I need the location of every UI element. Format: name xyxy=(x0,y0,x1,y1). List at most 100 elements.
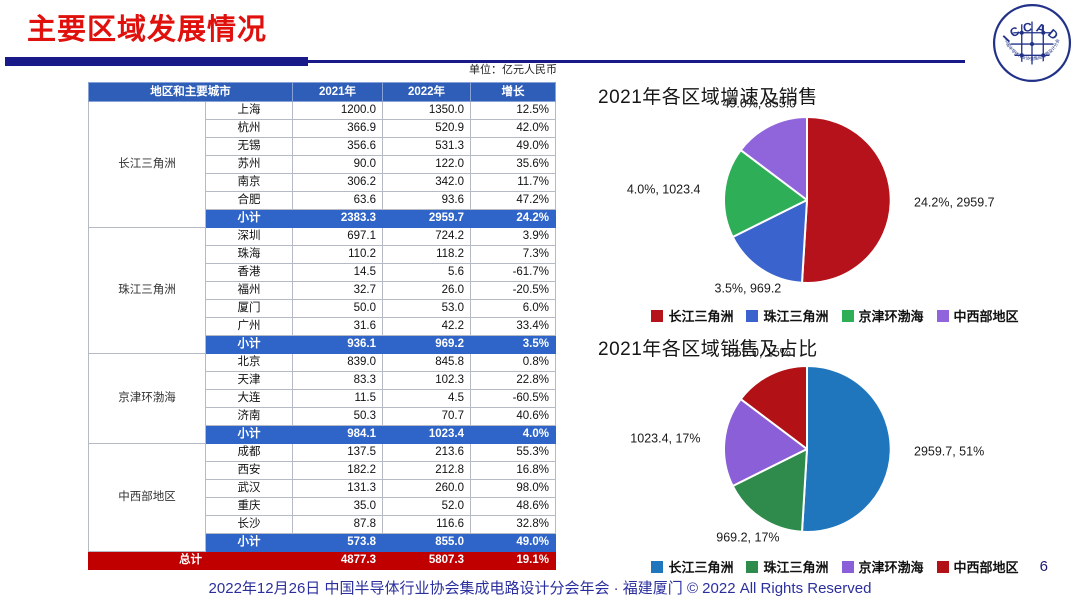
growth-cell: 3.9% xyxy=(470,227,556,246)
growth-cell: 16.8% xyxy=(470,461,556,480)
city-cell: 珠海 xyxy=(205,245,293,264)
growth-cell: -61.7% xyxy=(470,263,556,282)
subtotal-2022-cell: 1023.4 xyxy=(382,425,471,444)
legend-label: 中西部地区 xyxy=(953,309,1019,324)
value-2022-cell: 5.6 xyxy=(382,263,471,282)
pie-label-珠江三角洲: 969.2, 17% xyxy=(716,530,779,544)
pie-slice-京津环渤海 xyxy=(723,149,808,238)
value-2022-cell: 724.2 xyxy=(382,227,471,246)
total-label-cell: 总计 xyxy=(88,551,293,570)
table-row: 大连 11.5 4.5 -60.5% xyxy=(89,389,556,408)
logo-chip-dots xyxy=(1019,30,1046,58)
chart2-title: 2021年各区域销售及占比 xyxy=(598,339,818,360)
table-row: 京津环渤海 北京 839.0 845.8 0.8% xyxy=(88,353,556,444)
value-2022-cell: 118.2 xyxy=(382,245,471,264)
growth-cell: 35.6% xyxy=(470,155,556,174)
table-row: 珠江三角洲 深圳 697.1 724.2 3.9% xyxy=(88,227,556,354)
subtotal-row: 小计 984.1 1023.4 4.0% xyxy=(89,425,556,444)
city-cell: 长沙 xyxy=(205,515,293,534)
growth-cell: 55.3% xyxy=(470,443,556,462)
city-cell: 合肥 xyxy=(205,191,293,210)
table-row: 香港 14.5 5.6 -61.7% xyxy=(89,263,556,282)
pie-label-珠江三角洲: 3.5%, 969.2 xyxy=(715,281,782,295)
legend-swatch-icon xyxy=(651,560,664,573)
value-2022-cell: 342.0 xyxy=(382,173,471,192)
value-2021-cell: 63.6 xyxy=(292,191,383,210)
city-cell: 无锡 xyxy=(205,137,293,156)
region-cell: 长江三角洲 xyxy=(88,101,206,228)
table-row: 长沙 87.8 116.6 32.8% xyxy=(89,515,556,534)
legend-item-中西部地区: 中西部地区 xyxy=(936,306,1019,325)
subtotal-2022-cell: 2959.7 xyxy=(382,209,471,228)
subtotal-row: 小计 936.1 969.2 3.5% xyxy=(89,335,556,354)
value-2021-cell: 50.0 xyxy=(292,299,383,318)
value-2021-cell: 306.2 xyxy=(292,173,383,192)
value-2021-cell: 31.6 xyxy=(292,317,383,336)
subtotal-growth-cell: 24.2% xyxy=(470,209,556,228)
value-2022-cell: 845.8 xyxy=(382,353,471,372)
pie-slice-长江三角洲 xyxy=(801,115,892,284)
value-2022-cell: 260.0 xyxy=(382,479,471,498)
legend-item-长江三角洲: 长江三角洲 xyxy=(651,306,733,325)
city-cell: 武汉 xyxy=(205,479,293,498)
growth-cell: 47.2% xyxy=(470,191,556,210)
subtotal-2021-cell: 936.1 xyxy=(292,335,383,354)
city-cell: 厦门 xyxy=(205,299,293,318)
legend-label: 长江三角洲 xyxy=(668,309,734,324)
pie-chart-sales-share: 2959.7, 51% 969.2, 17% 1023.4, 17% 855.0, 1… xyxy=(630,348,984,544)
header-region-city: 地区和主要城市 xyxy=(88,82,293,102)
city-cell: 深圳 xyxy=(205,227,293,246)
value-2022-cell: 116.6 xyxy=(382,515,471,534)
unit-label: 单位：亿元人民币 xyxy=(469,64,557,76)
city-cell: 南京 xyxy=(205,173,293,192)
value-2022-cell: 4.5 xyxy=(382,389,471,408)
region-data-table: 地区和主要城市 2021年 2022年 增长 长江三角洲 上海 1200.0 1350.0 1… xyxy=(88,82,556,570)
legend-swatch-icon xyxy=(651,309,664,322)
legend-swatch-icon xyxy=(746,560,759,573)
legend-label: 珠江三角洲 xyxy=(763,309,829,324)
value-2021-cell: 366.9 xyxy=(292,119,383,138)
pie-slice-中西部地区 xyxy=(739,116,808,201)
city-cell: 杭州 xyxy=(205,119,293,138)
legend-item-京津环渤海: 京津环渤海 xyxy=(841,557,924,576)
growth-cell: 33.4% xyxy=(470,317,556,336)
value-2022-cell: 70.7 xyxy=(382,407,471,426)
city-cell: 大连 xyxy=(205,389,293,408)
value-2022-cell: 520.9 xyxy=(382,119,471,138)
chart1-title: 2021年各区域增速及销售 xyxy=(598,87,818,108)
total-2022-cell: 5807.3 xyxy=(382,551,471,570)
value-2021-cell: 50.3 xyxy=(292,407,383,426)
city-cell: 天津 xyxy=(205,371,293,390)
legend-label: 长江三角洲 xyxy=(668,560,734,575)
legend-item-中西部地区: 中西部地区 xyxy=(936,557,1019,576)
growth-cell: 6.0% xyxy=(470,299,556,318)
pie-slice-珠江三角洲 xyxy=(731,448,808,533)
growth-cell: 12.5% xyxy=(470,101,556,120)
footer-text: 2022年12月26日 中国半导体行业协会集成电路设计分会年会 · 福建厦门 ©… xyxy=(208,580,872,597)
value-2021-cell: 131.3 xyxy=(292,479,383,498)
header-growth: 增长 xyxy=(470,82,556,102)
iccad-logo: ICCAD 中国半导体行业协会集成电路设计分会 xyxy=(992,3,1072,83)
value-2021-cell: 32.7 xyxy=(292,281,383,300)
value-2022-cell: 212.8 xyxy=(382,461,471,480)
value-2022-cell: 26.0 xyxy=(382,281,471,300)
subtotal-2021-cell: 984.1 xyxy=(292,425,383,444)
logo-chip-grid xyxy=(1010,21,1054,65)
city-cell: 香港 xyxy=(205,263,293,282)
total-row: 总计 4877.3 5807.3 19.1% xyxy=(88,551,556,570)
subtotal-2021-cell: 2383.3 xyxy=(292,209,383,228)
growth-cell: 42.0% xyxy=(470,119,556,138)
total-2021-cell: 4877.3 xyxy=(292,551,383,570)
growth-cell: 32.8% xyxy=(470,515,556,534)
subtotal-2021-cell: 573.8 xyxy=(292,533,383,552)
value-2022-cell: 42.2 xyxy=(382,317,471,336)
legend-label: 中西部地区 xyxy=(953,560,1019,575)
city-cell: 西安 xyxy=(205,461,293,480)
chart2-legend: 长江三角洲 珠江三角洲 京津环渤海 中西部地区 xyxy=(598,557,1072,576)
legend-swatch-icon xyxy=(746,309,759,322)
legend-item-珠江三角洲: 珠江三角洲 xyxy=(746,557,829,576)
header-2021: 2021年 xyxy=(292,82,383,102)
pie-label-中西部地区: 49.0%, 855.0 xyxy=(722,96,796,110)
legend-label: 珠江三角洲 xyxy=(763,560,829,575)
subtotal-growth-cell: 49.0% xyxy=(470,533,556,552)
